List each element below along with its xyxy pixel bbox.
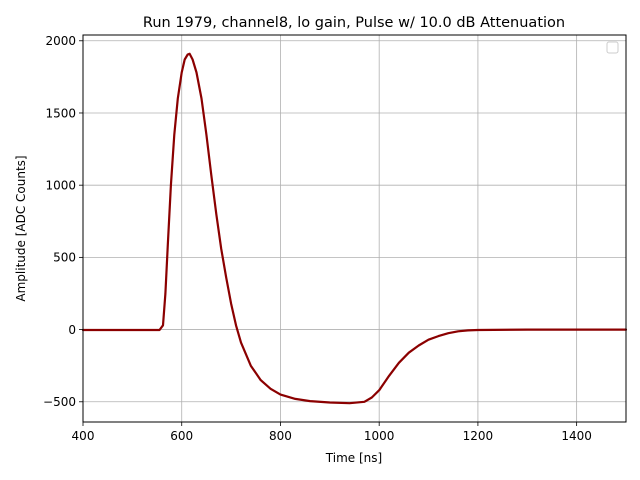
- chart-title: Run 1979, channel8, lo gain, Pulse w/ 10…: [143, 15, 565, 31]
- y-tick-label: 2000: [45, 34, 76, 48]
- x-tick-label: 800: [269, 429, 292, 443]
- y-tick-label: 0: [68, 323, 76, 337]
- x-tick-label: 1400: [561, 429, 592, 443]
- x-tick-label: 600: [170, 429, 193, 443]
- x-axis: 400 600 800 1000 1200 1400: [72, 422, 592, 443]
- plot-frame: [82, 34, 627, 423]
- x-tick-label: 1200: [463, 429, 494, 443]
- y-tick-label: 1000: [45, 178, 76, 192]
- legend-box: [606, 41, 619, 54]
- x-tick-label: 1000: [364, 429, 395, 443]
- y-tick-label: 500: [53, 251, 76, 265]
- x-axis-label: Time [ns]: [325, 451, 382, 465]
- plot-area: [83, 35, 626, 422]
- x-tick-label: 400: [72, 429, 95, 443]
- y-tick-label: 1500: [45, 106, 76, 120]
- y-axis-label: Amplitude [ADC Counts]: [14, 155, 28, 301]
- data-series: [81, 52, 628, 405]
- y-axis: −500 0 500 1000 1500 2000: [43, 34, 83, 409]
- pulse-waveform-line: [81, 52, 628, 405]
- y-tick-label: −500: [43, 395, 76, 409]
- grid-lines: [82, 35, 626, 422]
